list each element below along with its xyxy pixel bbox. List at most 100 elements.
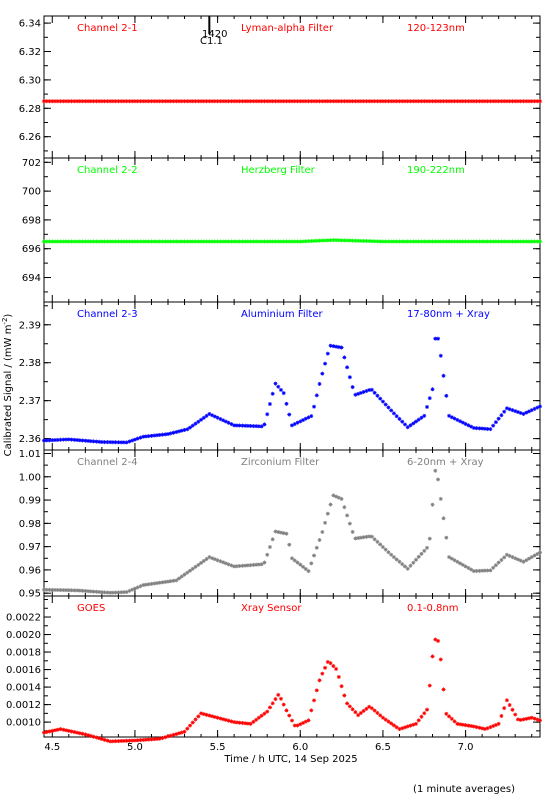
data-point	[499, 99, 504, 104]
data-point	[331, 664, 336, 669]
data-point	[521, 239, 526, 244]
panel-label: GOES	[77, 603, 105, 614]
data-point	[47, 729, 52, 734]
data-point	[267, 239, 272, 244]
data-point	[80, 99, 85, 104]
data-point	[301, 239, 306, 244]
x-tick-label: 6.5	[375, 742, 391, 753]
data-point	[207, 713, 212, 718]
data-point	[347, 99, 352, 104]
data-point	[477, 725, 482, 730]
data-point	[77, 588, 82, 593]
data-point	[77, 731, 82, 736]
data-point	[317, 381, 322, 386]
data-point	[127, 588, 132, 593]
data-point	[458, 239, 463, 244]
data-point	[270, 239, 275, 244]
data-point	[119, 590, 124, 595]
data-point	[190, 99, 195, 104]
data-point	[524, 99, 529, 104]
data-point	[182, 239, 187, 244]
data-point	[127, 439, 132, 444]
data-point	[339, 684, 344, 689]
y-tick-label: 2.37	[19, 396, 41, 407]
data-point	[66, 99, 71, 104]
data-point	[281, 99, 286, 104]
data-point	[108, 440, 113, 445]
data-point	[182, 427, 187, 432]
data-point	[400, 562, 405, 567]
data-point	[215, 99, 220, 104]
data-point	[66, 437, 71, 442]
data-point	[455, 99, 460, 104]
data-point	[196, 562, 201, 567]
data-point	[328, 502, 333, 507]
data-point	[50, 587, 55, 592]
data-point	[58, 239, 63, 244]
data-point	[190, 239, 195, 244]
panel-label: 120-123nm	[407, 23, 465, 34]
data-point	[149, 433, 154, 438]
data-point	[306, 239, 311, 244]
data-point	[91, 589, 96, 594]
data-point	[201, 239, 206, 244]
data-point	[86, 239, 91, 244]
data-point	[369, 534, 374, 539]
data-point	[240, 720, 245, 725]
data-point	[532, 553, 537, 558]
data-point	[471, 724, 476, 729]
data-point	[278, 530, 283, 535]
data-point	[47, 438, 52, 443]
data-point	[455, 239, 460, 244]
data-point	[66, 728, 71, 733]
data-point	[157, 580, 162, 585]
data-point	[256, 239, 261, 244]
data-point	[480, 568, 485, 573]
y-tick-label: 0.0010	[6, 718, 41, 729]
data-point	[240, 563, 245, 568]
data-point	[314, 99, 319, 104]
data-point	[232, 720, 237, 725]
data-point	[256, 562, 261, 567]
data-point	[243, 99, 248, 104]
data-point	[64, 99, 69, 104]
data-point	[127, 738, 132, 743]
data-point	[75, 239, 80, 244]
data-point	[474, 239, 479, 244]
data-point	[452, 416, 457, 421]
y-tick-label: 6.34	[19, 19, 41, 30]
data-point	[166, 579, 170, 584]
data-point	[251, 99, 256, 104]
data-point	[88, 439, 93, 444]
data-point	[248, 423, 253, 428]
data-point	[207, 411, 212, 416]
data-point	[303, 239, 308, 244]
data-point	[477, 426, 482, 431]
data-point	[436, 477, 441, 482]
data-point	[414, 419, 418, 424]
series-markers	[42, 238, 542, 244]
data-point	[248, 721, 253, 726]
data-point	[226, 99, 231, 104]
series-markers	[42, 336, 542, 445]
data-point	[535, 99, 540, 104]
data-point	[515, 717, 520, 722]
data-point	[179, 428, 184, 433]
data-point	[331, 99, 336, 104]
data-point	[113, 440, 118, 445]
data-point	[320, 238, 325, 243]
data-point	[143, 737, 148, 742]
data-point	[369, 239, 374, 244]
data-point	[190, 566, 195, 571]
data-point	[276, 692, 281, 697]
data-point	[58, 727, 63, 732]
panel-label: Channel 2-2	[77, 165, 138, 176]
data-point	[466, 723, 471, 728]
data-point	[47, 587, 52, 592]
data-point	[449, 716, 454, 721]
data-point	[201, 712, 206, 717]
data-point	[358, 99, 363, 104]
data-point	[471, 569, 476, 574]
data-point	[380, 545, 385, 550]
